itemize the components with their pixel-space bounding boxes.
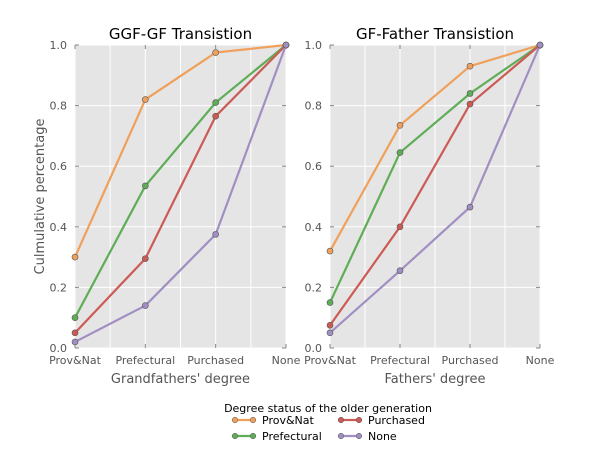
data-point	[142, 96, 149, 103]
series-line	[329, 44, 541, 304]
y-tick-label: 0.8	[50, 100, 68, 113]
vertical-gridlines	[329, 45, 541, 348]
legend-swatch-marker	[249, 432, 257, 440]
data-point	[212, 49, 219, 56]
legend-entry: None	[337, 430, 397, 443]
data-point	[536, 41, 544, 49]
data-point	[71, 329, 79, 337]
x-tick-label: Purchased	[187, 354, 244, 367]
legend-label: Prefectural	[262, 430, 322, 443]
data-point	[326, 329, 334, 337]
panel-title: GGF-GF Transistion	[109, 25, 252, 43]
data-point	[326, 299, 334, 306]
legend-label: Purchased	[368, 414, 425, 427]
data-point	[212, 99, 219, 106]
series-line	[329, 44, 541, 326]
y-axis-label: Culmulative percentage	[33, 119, 48, 275]
y-tick-label: 1.0	[305, 39, 323, 52]
data-point	[466, 90, 474, 97]
horizontal-gridlines	[75, 44, 286, 349]
panel-title: GF-Father Transistion	[356, 25, 514, 43]
data-point	[396, 267, 404, 275]
series-line	[329, 44, 542, 334]
series-prefectural	[326, 41, 544, 306]
chart-panel-1: 0.0 0.2 0.4 0.6 0.8 1.0 Prov&Nat Prefectural Pur…	[33, 25, 301, 387]
y-tick-label: 0.2	[50, 281, 68, 294]
y-tick-label: 0.6	[305, 160, 323, 173]
data-point	[282, 41, 290, 49]
x-tick-label: Prefectural	[370, 354, 430, 367]
x-tick-label: None	[526, 354, 555, 367]
data-point	[142, 302, 149, 309]
legend-swatch-marker	[355, 432, 363, 440]
legend-entry: Prov&Nat	[231, 414, 315, 427]
legend-label: None	[368, 430, 397, 443]
data-point	[466, 62, 474, 70]
series-line	[73, 43, 287, 258]
data-point	[71, 314, 79, 322]
x-tick-label: Prov&Nat	[304, 354, 357, 367]
y-tick-label: 0.4	[305, 221, 323, 234]
series-line	[74, 44, 287, 319]
x-tick-label: Prefectural	[115, 354, 175, 367]
series-line	[74, 44, 288, 343]
legend-entry: Prefectural	[231, 430, 322, 443]
series-none	[326, 41, 544, 337]
legend-swatch-marker	[337, 416, 345, 424]
y-tick-label: 0.0	[50, 342, 68, 355]
x-tick-label: Purchased	[442, 354, 499, 367]
data-point	[466, 203, 474, 211]
data-point	[212, 231, 219, 238]
y-tick-label: 0.8	[305, 100, 323, 113]
data-point	[396, 121, 404, 129]
data-point	[326, 247, 334, 255]
legend-label: Prov&Nat	[262, 414, 315, 427]
y-tick-label: 0.4	[50, 221, 68, 234]
data-point	[326, 321, 334, 329]
x-axis-label: Fathers' degree	[385, 372, 486, 387]
x-axis-label: Grandfathers' degree	[111, 372, 250, 387]
legend: Degree status of the older generationPro…	[224, 402, 432, 443]
series-line	[329, 43, 541, 252]
y-tick-label: 0.2	[305, 281, 323, 294]
legend-swatch-marker	[249, 416, 257, 424]
legend-swatch-marker	[337, 432, 345, 440]
vertical-gridlines	[74, 45, 287, 348]
y-tick-label: 1.0	[50, 39, 68, 52]
data-point	[396, 223, 404, 231]
legend-swatch-marker	[231, 416, 239, 424]
data-point	[142, 255, 149, 262]
data-point	[142, 182, 149, 190]
legend-entry: Purchased	[337, 414, 425, 427]
data-point	[466, 100, 474, 108]
legend-swatch-marker	[355, 416, 363, 424]
chart-panel-2: 0.0 0.2 0.4 0.6 0.8 1.0 Prov&Nat Prefectural Pur…	[304, 25, 554, 387]
x-tick-label: None	[272, 354, 301, 367]
series-line	[74, 44, 287, 334]
y-tick-label: 0.6	[50, 160, 68, 173]
series-none	[71, 41, 290, 346]
data-point	[71, 338, 79, 346]
data-point	[212, 112, 219, 120]
legend-swatch-marker	[231, 432, 239, 440]
legend-title: Degree status of the older generation	[224, 402, 432, 415]
x-tick-label: Prov&Nat	[49, 354, 102, 367]
data-point	[71, 253, 79, 261]
data-point	[396, 149, 404, 156]
y-tick-label: 0.0	[305, 342, 323, 355]
